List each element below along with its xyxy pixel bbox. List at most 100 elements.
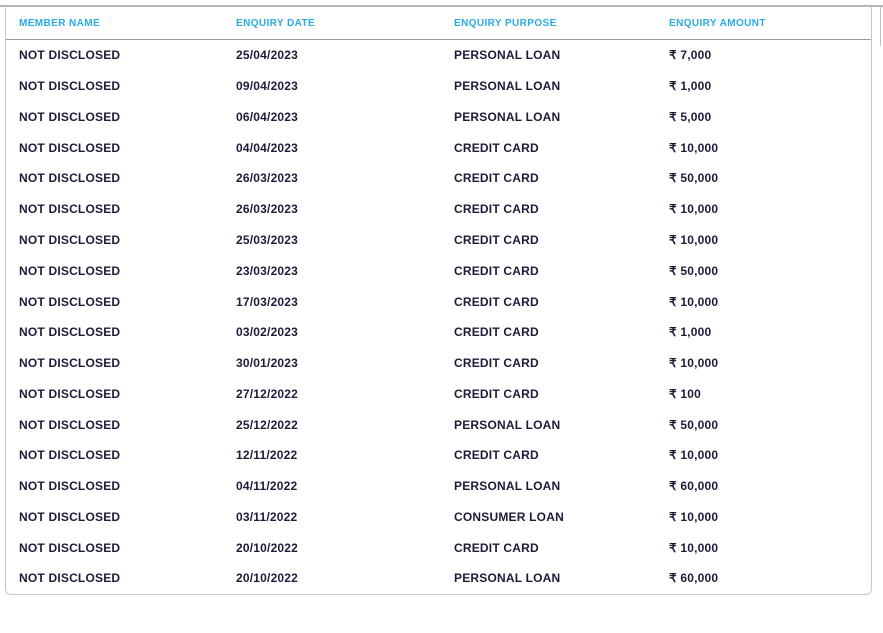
amount-cell: ₹ 100 [669,386,701,401]
member-cell: NOT DISCLOSED [19,448,121,463]
column-header-enquiry-date: ENQUIRY DATE [236,17,316,29]
member-cell: NOT DISCLOSED [19,479,121,494]
date-cell: 26/03/2023 [236,202,299,217]
table-header-row: MEMBER NAME ENQUIRY DATE ENQUIRY PURPOSE… [6,7,871,40]
member-cell: NOT DISCLOSED [19,202,121,217]
purpose-cell: PERSONAL LOAN [454,109,561,124]
date-cell: 25/03/2023 [236,232,299,247]
amount-cell: ₹ 10,000 [669,540,719,555]
date-cell: 26/03/2023 [236,171,299,186]
member-cell: NOT DISCLOSED [19,263,121,278]
date-cell: 06/04/2023 [236,109,299,124]
table-row: NOT DISCLOSED 04/04/2023 CREDIT CARD ₹ 10,0… [6,132,871,163]
date-cell: 25/12/2022 [236,417,299,432]
table-row: NOT DISCLOSED 25/03/2023 CREDIT CARD ₹ 10,0… [6,225,871,256]
table-row: NOT DISCLOSED 12/11/2022 CREDIT CARD ₹ 10,0… [6,440,871,471]
member-cell: NOT DISCLOSED [19,540,121,555]
table-row: NOT DISCLOSED 03/02/2023 CREDIT CARD ₹ 1,00… [6,317,871,348]
table-row: NOT DISCLOSED 20/10/2022 CREDIT CARD ₹ 10,0… [6,532,871,563]
purpose-cell: CREDIT CARD [454,325,539,340]
purpose-cell: PERSONAL LOAN [454,417,561,432]
purpose-cell: PERSONAL LOAN [454,48,561,63]
date-cell: 27/12/2022 [236,386,299,401]
purpose-cell: PERSONAL LOAN [454,571,561,586]
purpose-cell: CREDIT CARD [454,171,539,186]
member-cell: NOT DISCLOSED [19,325,121,340]
amount-cell: ₹ 1,000 [669,79,712,94]
member-cell: NOT DISCLOSED [19,171,121,186]
purpose-cell: CREDIT CARD [454,356,539,371]
purpose-cell: CREDIT CARD [454,140,539,155]
member-cell: NOT DISCLOSED [19,509,121,524]
amount-cell: ₹ 1,000 [669,325,712,340]
purpose-cell: CREDIT CARD [454,202,539,217]
column-header-member-name: MEMBER NAME [19,17,101,29]
date-cell: 23/03/2023 [236,263,299,278]
amount-cell: ₹ 60,000 [669,571,719,586]
member-cell: NOT DISCLOSED [19,386,121,401]
member-cell: NOT DISCLOSED [19,140,121,155]
member-cell: NOT DISCLOSED [19,571,121,586]
table-row: NOT DISCLOSED 09/04/2023 PERSONAL LOAN ₹ 1,… [6,71,871,102]
column-header-enquiry-amount: ENQUIRY AMOUNT [669,17,766,29]
member-cell: NOT DISCLOSED [19,109,121,124]
purpose-cell: CREDIT CARD [454,540,539,555]
right-edge-line [880,7,881,46]
top-divider [0,5,883,7]
amount-cell: ₹ 10,000 [669,232,719,247]
table-row: NOT DISCLOSED 30/01/2023 CREDIT CARD ₹ 10,0… [6,348,871,379]
date-cell: 30/01/2023 [236,356,299,371]
table-body: NOT DISCLOSED 25/04/2023 PERSONAL LOAN ₹ 7,… [6,40,871,594]
amount-cell: ₹ 60,000 [669,479,719,494]
purpose-cell: CREDIT CARD [454,448,539,463]
date-cell: 20/10/2022 [236,571,299,586]
amount-cell: ₹ 10,000 [669,356,719,371]
table-row: NOT DISCLOSED 26/03/2023 CREDIT CARD ₹ 50,0… [6,163,871,194]
table-row: NOT DISCLOSED 20/10/2022 PERSONAL LOAN ₹ 60… [6,563,871,594]
member-cell: NOT DISCLOSED [19,294,121,309]
purpose-cell: PERSONAL LOAN [454,479,561,494]
table-row: NOT DISCLOSED 03/11/2022 CONSUMER LOAN ₹ 10… [6,501,871,532]
table-row: NOT DISCLOSED 17/03/2023 CREDIT CARD ₹ 10,0… [6,286,871,317]
amount-cell: ₹ 10,000 [669,202,719,217]
member-cell: NOT DISCLOSED [19,79,121,94]
table-row: NOT DISCLOSED 25/12/2022 PERSONAL LOAN ₹ 50… [6,409,871,440]
date-cell: 09/04/2023 [236,79,299,94]
purpose-cell: CREDIT CARD [454,294,539,309]
amount-cell: ₹ 7,000 [669,48,712,63]
date-cell: 25/04/2023 [236,48,299,63]
enquiry-table: MEMBER NAME ENQUIRY DATE ENQUIRY PURPOSE… [5,7,872,595]
table-row: NOT DISCLOSED 04/11/2022 PERSONAL LOAN ₹ 60… [6,471,871,502]
table-row: NOT DISCLOSED 27/12/2022 CREDIT CARD ₹ 100 [6,378,871,409]
purpose-cell: CREDIT CARD [454,232,539,247]
member-cell: NOT DISCLOSED [19,48,121,63]
purpose-cell: CREDIT CARD [454,263,539,278]
amount-cell: ₹ 10,000 [669,140,719,155]
date-cell: 17/03/2023 [236,294,299,309]
member-cell: NOT DISCLOSED [19,356,121,371]
member-cell: NOT DISCLOSED [19,232,121,247]
purpose-cell: CREDIT CARD [454,386,539,401]
date-cell: 20/10/2022 [236,540,299,555]
purpose-cell: PERSONAL LOAN [454,79,561,94]
purpose-cell: CONSUMER LOAN [454,509,564,524]
table-row: NOT DISCLOSED 26/03/2023 CREDIT CARD ₹ 10,0… [6,194,871,225]
table-row: NOT DISCLOSED 06/04/2023 PERSONAL LOAN ₹ 5,… [6,102,871,133]
date-cell: 12/11/2022 [236,448,298,463]
table-row: NOT DISCLOSED 25/04/2023 PERSONAL LOAN ₹ 7,… [6,40,871,71]
column-header-enquiry-purpose: ENQUIRY PURPOSE [454,17,557,29]
amount-cell: ₹ 50,000 [669,417,719,432]
date-cell: 03/11/2022 [236,509,298,524]
amount-cell: ₹ 50,000 [669,263,719,278]
amount-cell: ₹ 10,000 [669,509,719,524]
amount-cell: ₹ 10,000 [669,448,719,463]
amount-cell: ₹ 10,000 [669,294,719,309]
amount-cell: ₹ 50,000 [669,171,719,186]
date-cell: 04/11/2022 [236,479,298,494]
date-cell: 03/02/2023 [236,325,299,340]
table-row: NOT DISCLOSED 23/03/2023 CREDIT CARD ₹ 50,0… [6,255,871,286]
date-cell: 04/04/2023 [236,140,299,155]
amount-cell: ₹ 5,000 [669,109,712,124]
member-cell: NOT DISCLOSED [19,417,121,432]
